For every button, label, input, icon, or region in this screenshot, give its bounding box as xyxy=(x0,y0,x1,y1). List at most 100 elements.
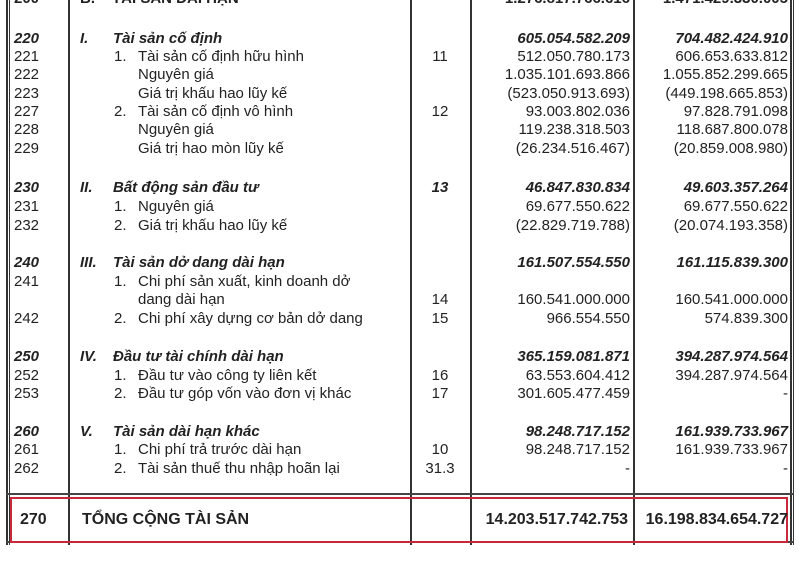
row-note: 13 xyxy=(431,179,449,196)
table-row: 261 1. Chi phí trả trước dài hạn 10 98.248.7… xyxy=(0,440,800,459)
row-current: 1.035.101.693.866 xyxy=(504,66,630,83)
row-prior: 160.541.000.000 xyxy=(675,291,788,308)
row-current: 605.054.582.209 xyxy=(517,30,630,47)
row-prior: (20.074.193.358) xyxy=(673,217,788,234)
row-label: Tài sản thuế thu nhập hoãn lại xyxy=(138,460,340,477)
row-current: 160.541.000.000 xyxy=(517,291,630,308)
row-prior: 394.287.974.564 xyxy=(675,367,788,384)
row-code: 227 xyxy=(14,103,40,120)
table-row: 252 1. Đầu tư vào công ty liên kết 16 63.553… xyxy=(0,366,800,385)
row-roman: I. xyxy=(80,30,89,47)
row-label: Chi phí trả trước dài hạn xyxy=(138,441,302,458)
row-roman: 2. xyxy=(114,460,127,477)
row-code: 221 xyxy=(14,48,40,65)
row-label: Chi phí sản xuất, kinh doanh dở xyxy=(138,273,351,290)
row-code: 220 xyxy=(14,30,40,47)
row-code: 229 xyxy=(14,140,40,157)
table-border-left-inner xyxy=(9,0,10,545)
row-code: 230 xyxy=(14,179,40,196)
row-code: 232 xyxy=(14,217,40,234)
row-label: Đầu tư góp vốn vào đơn vị khác xyxy=(138,385,352,402)
row-code: 250 xyxy=(14,348,40,365)
row-current: 93.003.802.036 xyxy=(525,103,630,120)
row-current: 365.159.081.871 xyxy=(517,348,630,365)
row-roman: IV. xyxy=(80,348,97,365)
table-row: 223 Giá trị khấu hao lũy kế (523.050.913.6… xyxy=(0,84,800,103)
row-label: dang dài hạn xyxy=(138,291,225,308)
row-label: Nguyên giá xyxy=(138,198,214,215)
row-prior: 97.828.791.098 xyxy=(683,103,788,120)
row-current: 161.507.554.550 xyxy=(517,254,630,271)
table-row: 241 1. Chi phí sản xuất, kinh doanh dở xyxy=(0,272,800,291)
row-label: Đầu tư vào công ty liên kết xyxy=(138,367,317,384)
table-row: 232 2. Giá trị khấu hao lũy kế (22.829.719.… xyxy=(0,216,800,235)
row-note: 14 xyxy=(431,291,449,308)
row-code: 228 xyxy=(14,121,40,138)
table-row: 262 2. Tài sản thuế thu nhập hoãn lại 31.3 -… xyxy=(0,459,800,478)
row-prior: 1.471.429.330.005 xyxy=(663,0,788,8)
row-current: (523.050.913.693) xyxy=(507,85,630,102)
row-label: Bất động sản đầu tư xyxy=(113,179,259,196)
table-row: dang dài hạn 14 160.541.000.000 160.541.000… xyxy=(0,290,800,309)
row-label: Tài sản cố định vô hình xyxy=(138,103,294,120)
row-note: 31.3 xyxy=(425,460,455,477)
row-code: 241 xyxy=(14,273,40,290)
table-row: 222 Nguyên giá 1.035.101.693.866 1.055.852.… xyxy=(0,65,800,84)
row-current: 301.605.477.459 xyxy=(517,385,630,402)
row-roman: 1. xyxy=(114,273,127,290)
row-prior: 161.939.733.967 xyxy=(675,441,788,458)
table-border-right xyxy=(790,0,792,545)
column-divider-prior xyxy=(633,0,635,545)
row-roman: 1. xyxy=(114,441,127,458)
row-label: TÀI SẢN DÀI HẠN xyxy=(112,0,239,8)
row-label: Nguyên giá xyxy=(138,121,214,138)
row-code: 223 xyxy=(14,85,40,102)
row-prior: 704.482.424.910 xyxy=(675,30,788,47)
row-prior: 16.198.834.654.727 xyxy=(645,511,788,528)
row-prior: 69.677.550.622 xyxy=(683,198,788,215)
total-row: 270 TỔNG CỘNG TÀI SẢN 14.203.517.742.753… xyxy=(0,510,800,529)
row-current: - xyxy=(625,460,630,477)
table-row: 228 Nguyên giá 119.238.318.503 118.687.800.… xyxy=(0,120,800,139)
row-note: 12 xyxy=(431,103,449,120)
table-row: 260 V. Tài sản dài hạn khác 98.248.717.152 1… xyxy=(0,422,800,441)
table-border-right-inner xyxy=(793,0,794,545)
row-label: Tài sản cố định xyxy=(113,30,223,47)
row-code: 242 xyxy=(14,310,40,327)
row-code: 252 xyxy=(14,367,40,384)
row-prior: 118.687.800.078 xyxy=(676,121,789,138)
row-roman: III. xyxy=(80,254,97,271)
row-roman: 1. xyxy=(114,48,127,65)
row-current: 63.553.604.412 xyxy=(525,367,630,384)
row-label: Giá trị khấu hao lũy kế xyxy=(138,217,288,234)
row-roman: 2. xyxy=(114,310,127,327)
row-prior: (20.859.008.980) xyxy=(673,140,788,157)
column-divider-current xyxy=(470,0,472,545)
row-current: 512.050.780.173 xyxy=(517,48,630,65)
row-label: Giá trị hao mòn lũy kế xyxy=(138,140,284,157)
row-prior: 161.939.733.967 xyxy=(675,423,788,440)
table-row: 230 II. Bất động sản đầu tư 13 46.847.830.83… xyxy=(0,178,800,197)
row-current: (22.829.719.788) xyxy=(515,217,630,234)
column-divider-code xyxy=(68,0,70,545)
row-prior: 1.055.852.299.665 xyxy=(662,66,788,83)
row-label: Tài sản cố định hữu hình xyxy=(138,48,304,65)
table-row: 240 III. Tài sản dở dang dài hạn 161.507.55… xyxy=(0,253,800,272)
row-current: (26.234.516.467) xyxy=(515,140,630,157)
row-note: 17 xyxy=(431,385,449,402)
row-roman: II. xyxy=(80,179,93,196)
row-code: 240 xyxy=(14,254,40,271)
row-code: 260 xyxy=(14,423,40,440)
row-label: TỔNG CỘNG TÀI SẢN xyxy=(82,511,250,528)
table-row: 221 1. Tài sản cố định hữu hình 11 512.050.7… xyxy=(0,47,800,66)
row-code: 262 xyxy=(14,460,40,477)
row-current: 14.203.517.742.753 xyxy=(485,511,628,528)
row-prior: 49.603.357.264 xyxy=(683,179,788,196)
row-roman: 2. xyxy=(114,103,127,120)
row-code: 261 xyxy=(14,441,40,458)
row-current: 98.248.717.152 xyxy=(525,423,630,440)
row-label: Giá trị khấu hao lũy kế xyxy=(138,85,288,102)
row-roman: V. xyxy=(80,423,93,440)
row-roman: 2. xyxy=(114,385,127,402)
row-prior: (449.198.665.853) xyxy=(665,85,788,102)
